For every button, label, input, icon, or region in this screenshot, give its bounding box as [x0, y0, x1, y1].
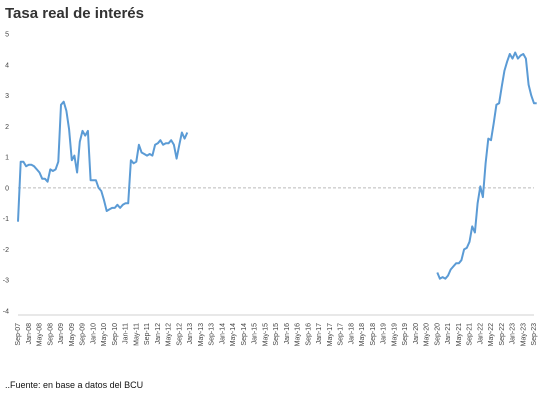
x-tick-label: Jan-10 [90, 323, 97, 345]
x-tick-label: Jan-23 [510, 323, 517, 345]
y-tick-label: 3 [5, 93, 9, 100]
series-line [17, 100, 189, 222]
x-tick-label: Sep-11 [144, 323, 151, 345]
x-tick-label: May-09 [69, 323, 76, 346]
x-tick-label: May-12 [166, 323, 173, 346]
x-tick-label: May-22 [488, 323, 495, 346]
x-tick-label: Jan-16 [284, 323, 291, 345]
x-tick-label: Jan-19 [381, 323, 388, 345]
x-tick-label: Sep-20 [434, 323, 441, 346]
x-tick-label: Sep-09 [80, 323, 87, 346]
series-lines [17, 51, 537, 280]
x-tick-label: Sep-16 [305, 323, 312, 346]
y-tick-label: 2 [5, 124, 9, 131]
x-tick-label: May-14 [230, 323, 237, 346]
x-tick-label: May-18 [359, 323, 366, 346]
chart-title: Tasa real de interés [5, 5, 144, 22]
y-tick-label: -4 [3, 309, 9, 316]
y-tick-label: -2 [3, 247, 9, 254]
x-tick-label: Jan-14 [219, 323, 226, 345]
x-tick-label: May-17 [327, 323, 334, 346]
x-tick-label: Jan-18 [348, 323, 355, 345]
y-tick-label: 4 [5, 62, 9, 69]
y-tick-label: 1 [5, 155, 9, 162]
x-tick-label: Sep-13 [209, 323, 216, 346]
x-tick-label: Jan-12 [155, 323, 162, 345]
x-tick-label: May-11 [133, 323, 140, 346]
x-tick-label: Sep-12 [176, 323, 183, 346]
x-tick-label: May-21 [456, 323, 463, 346]
x-tick-label: Sep-21 [467, 323, 474, 346]
y-tick-label: 0 [5, 185, 9, 192]
x-tick-label: Jan-22 [477, 323, 484, 345]
x-tick-label: Sep-19 [402, 323, 409, 346]
series-line [436, 51, 537, 280]
x-tick-label: Sep-22 [499, 323, 506, 346]
source-note: ..Fuente: en base a datos del BCU [5, 380, 144, 390]
x-tick-label: Jan-17 [316, 323, 323, 345]
x-tick-label: Sep-17 [338, 323, 345, 346]
x-tick-label: May-15 [262, 323, 269, 346]
x-tick-label: Sep-10 [112, 323, 119, 346]
x-tick-label: May-23 [520, 323, 527, 346]
x-tick-label: Jan-11 [123, 323, 130, 344]
x-tick-label: May-08 [37, 323, 44, 346]
x-tick-label: Sep-08 [47, 323, 54, 346]
x-tick-label: May-16 [295, 323, 302, 346]
x-tick-label: Jan-08 [26, 323, 33, 345]
x-tick-label: Jan-09 [58, 323, 65, 345]
x-tick-label: Sep-07 [15, 323, 22, 346]
x-tick-label: Jan-13 [187, 323, 194, 345]
x-tick-label: Sep-23 [531, 323, 538, 346]
y-tick-label: -1 [3, 216, 9, 223]
x-tick-label: May-10 [101, 323, 108, 346]
x-tick-label: Sep-18 [370, 323, 377, 346]
x-tick-label: Jan-21 [445, 323, 452, 345]
x-tick-label: Jan-15 [252, 323, 259, 345]
x-tick-label: Jan-20 [413, 323, 420, 345]
x-tick-label: May-20 [424, 323, 431, 346]
y-axis-ticks: -4 -3 -2 -1 0 1 2 3 4 5 [3, 32, 9, 316]
y-tick-label: -3 [3, 278, 9, 285]
x-tick-label: May-13 [198, 323, 205, 346]
x-tick-label: May-19 [391, 323, 398, 346]
x-axis-ticks: Sep-07 Jan-08 May-08 Sep-08 Jan-09 May-09 Sep-… [15, 323, 538, 346]
x-tick-label: Sep-14 [241, 323, 248, 346]
y-tick-label: 5 [5, 32, 9, 39]
x-tick-label: Sep-15 [273, 323, 280, 346]
